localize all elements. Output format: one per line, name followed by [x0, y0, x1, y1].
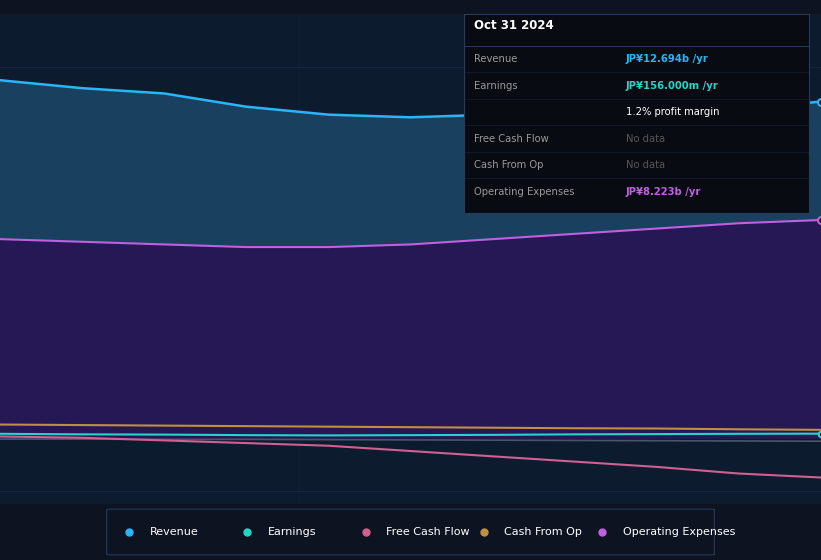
Text: Free Cash Flow: Free Cash Flow — [386, 527, 470, 537]
Text: Revenue: Revenue — [475, 54, 517, 64]
Text: No data: No data — [626, 134, 665, 143]
Text: Operating Expenses: Operating Expenses — [622, 527, 735, 537]
Text: Earnings: Earnings — [268, 527, 316, 537]
Text: No data: No data — [626, 160, 665, 170]
Text: Cash From Op: Cash From Op — [504, 527, 582, 537]
Text: JP¥8.223b /yr: JP¥8.223b /yr — [626, 186, 701, 197]
Text: Revenue: Revenue — [149, 527, 199, 537]
FancyBboxPatch shape — [107, 509, 714, 555]
Text: 1.2% profit margin: 1.2% profit margin — [626, 107, 719, 117]
Text: Cash From Op: Cash From Op — [475, 160, 544, 170]
Text: Free Cash Flow: Free Cash Flow — [475, 134, 549, 143]
Text: JP¥156.000m /yr: JP¥156.000m /yr — [626, 81, 718, 91]
Text: JP¥12.694b /yr: JP¥12.694b /yr — [626, 54, 709, 64]
Text: Oct 31 2024: Oct 31 2024 — [475, 18, 554, 31]
Text: Operating Expenses: Operating Expenses — [475, 186, 575, 197]
Text: Earnings: Earnings — [475, 81, 518, 91]
